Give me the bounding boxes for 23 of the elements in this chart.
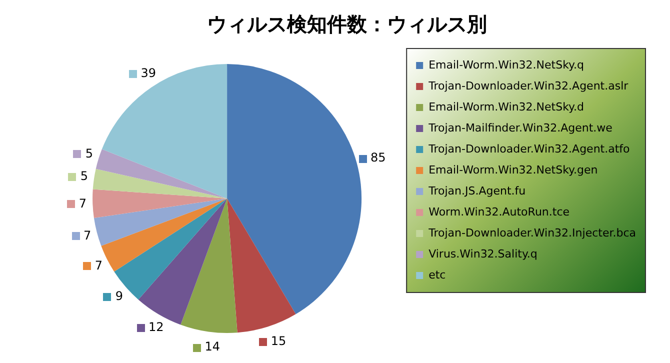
legend-label: Virus.Win32.Sality.q <box>428 247 538 260</box>
legend-label: Trojan-Downloader.Win32.Agent.aslr <box>428 79 629 92</box>
legend-label: Trojan-Downloader.Win32.Agent.atfo <box>428 142 630 156</box>
legend-label: etc <box>428 268 446 282</box>
data-label: 15 <box>270 334 286 348</box>
chart-title: ウィルス検知件数：ウィルス別 <box>207 12 487 36</box>
data-label: 5 <box>80 168 88 183</box>
data-label: 7 <box>78 196 86 210</box>
legend-label: Email-Worm.Win32.NetSky.gen <box>428 163 598 176</box>
data-label: 12 <box>148 320 164 334</box>
data-label: 7 <box>94 258 103 272</box>
legend-label: Worm.Win32.AutoRun.tce <box>428 205 570 218</box>
legend-label: Email-Worm.Win32.NetSky.q <box>428 58 584 72</box>
legend-label: Trojan-Downloader.Win32.Injecter.bca <box>428 226 636 240</box>
data-label: 5 <box>85 146 94 160</box>
data-label: 85 <box>370 150 386 165</box>
data-label: 39 <box>140 66 156 80</box>
legend-label: Trojan-Mailfinder.Win32.Agent.we <box>428 121 613 134</box>
legend-label: Trojan.JS.Agent.fu <box>428 184 526 198</box>
data-label: 7 <box>84 228 92 242</box>
data-label: 9 <box>115 289 123 304</box>
data-label: 14 <box>204 340 220 354</box>
legend-label: Email-Worm.Win32.NetSky.d <box>428 100 584 114</box>
